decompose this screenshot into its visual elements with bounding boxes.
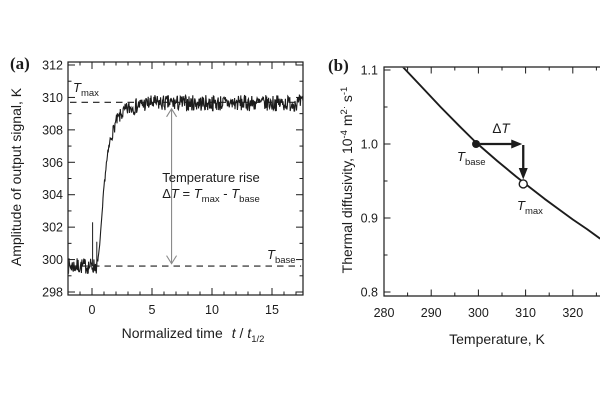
svg-text:290: 290: [421, 306, 442, 320]
ylabel-b-mid2: s: [339, 95, 355, 106]
ylabel-b-prefix: Thermal diffusivity, 10: [339, 138, 355, 274]
dT-delta: Δ: [492, 121, 502, 136]
tbase-b-T: T: [457, 149, 465, 164]
tbase-sub: base: [274, 255, 296, 266]
tmax-data-point: [518, 179, 528, 189]
delta-T-label: ΔT: [492, 121, 509, 136]
diffusivity-curve: [402, 67, 600, 240]
tbase-line-label: Tbase: [267, 247, 296, 266]
svg-text:0: 0: [89, 303, 96, 317]
temperature-rise-annotation: Temperature rise ΔT = Tmax - Tbase: [162, 170, 260, 208]
annotation-line1: Temperature rise: [162, 170, 260, 185]
ann-T: T: [170, 186, 179, 201]
tmax-point-label: Tmax: [517, 198, 543, 217]
svg-text:310: 310: [42, 91, 63, 105]
delta-T-construction: [480, 139, 528, 180]
svg-text:304: 304: [42, 188, 63, 202]
ylabel-b-sup1: -4: [339, 130, 350, 139]
panel-b-tick-labels: 280 290 300 310 320 0.8 0.9 1.0 1.1: [361, 64, 584, 321]
ylabel-b-sup2: 2: [339, 109, 350, 115]
xlabel-a-slash: /: [239, 325, 244, 341]
signal-trace: [68, 93, 303, 275]
tbase-point-label: Tbase: [457, 149, 486, 168]
tmax-line-label: Tmax: [73, 80, 99, 99]
panel-b-ticks: [384, 67, 597, 296]
svg-text:298: 298: [42, 286, 63, 300]
svg-text:10: 10: [205, 303, 219, 317]
xlabel-a-t: t: [231, 325, 236, 341]
panel-b-axes: [383, 66, 600, 297]
panel-a-tag: (a): [10, 54, 30, 73]
svg-text:0.8: 0.8: [361, 286, 378, 300]
panel-a-dashed-lines: [70, 101, 301, 267]
ann-delta: Δ: [162, 186, 171, 201]
tbase-data-point: [472, 140, 481, 148]
svg-text:310: 310: [515, 306, 536, 320]
xlabel-a-prefix: Normalized time: [121, 325, 223, 341]
svg-text:302: 302: [42, 221, 63, 235]
svg-text:320: 320: [562, 306, 583, 320]
svg-text:308: 308: [42, 123, 63, 137]
ann-sub2: base: [239, 194, 260, 205]
svg-text:312: 312: [42, 59, 63, 73]
ann-minus: -: [223, 186, 228, 201]
ylabel-b-sup3: -1: [339, 86, 350, 96]
panel-a-ticks: [68, 62, 303, 295]
tbase-T: T: [267, 247, 275, 262]
svg-text:306: 306: [42, 156, 63, 170]
ylabel-b-dot: ·: [339, 105, 350, 110]
tmax-b-T: T: [517, 198, 525, 213]
svg-text:300: 300: [468, 306, 489, 320]
svg-text:280: 280: [374, 306, 395, 320]
tmax-T: T: [73, 80, 81, 95]
panel-a-ylabel: Amplitude of output signal, K: [8, 87, 24, 267]
tmax-b-sub: max: [524, 206, 543, 217]
svg-text:0.9: 0.9: [361, 212, 378, 226]
annotation-line2: ΔT = Tmax - Tbase: [162, 186, 260, 208]
ylabel-b-mid1: m: [339, 114, 355, 131]
panel-b-xlabel: Temperature, K: [449, 331, 545, 347]
ann-sub1: max: [201, 194, 220, 205]
tmax-sub: max: [80, 88, 99, 99]
panel-a-tick-labels: 0 5 10 15 298 300 302 304 306 308 310 312: [42, 59, 279, 318]
dT-T: T: [501, 121, 510, 136]
xlabel-a-t2: t: [247, 325, 252, 341]
svg-text:5: 5: [149, 303, 156, 317]
panel-b-tag: (b): [328, 56, 349, 75]
svg-text:15: 15: [265, 303, 279, 317]
xlabel-a-sub: 1/2: [251, 334, 265, 345]
panel-a-xlabel: Normalized time t / t1/2: [122, 325, 265, 345]
tbase-b-sub: base: [464, 157, 486, 168]
panel-b-ylabel: Thermal diffusivity, 10-4 m2· s-1: [339, 87, 355, 274]
delta-T-arrow: [166, 107, 178, 265]
svg-text:1.1: 1.1: [361, 64, 378, 78]
ann-T1: T: [193, 186, 202, 201]
svg-text:300: 300: [42, 253, 63, 267]
ann-T2: T: [231, 186, 240, 201]
svg-text:1.0: 1.0: [361, 138, 378, 152]
ann-eq: =: [182, 186, 191, 201]
